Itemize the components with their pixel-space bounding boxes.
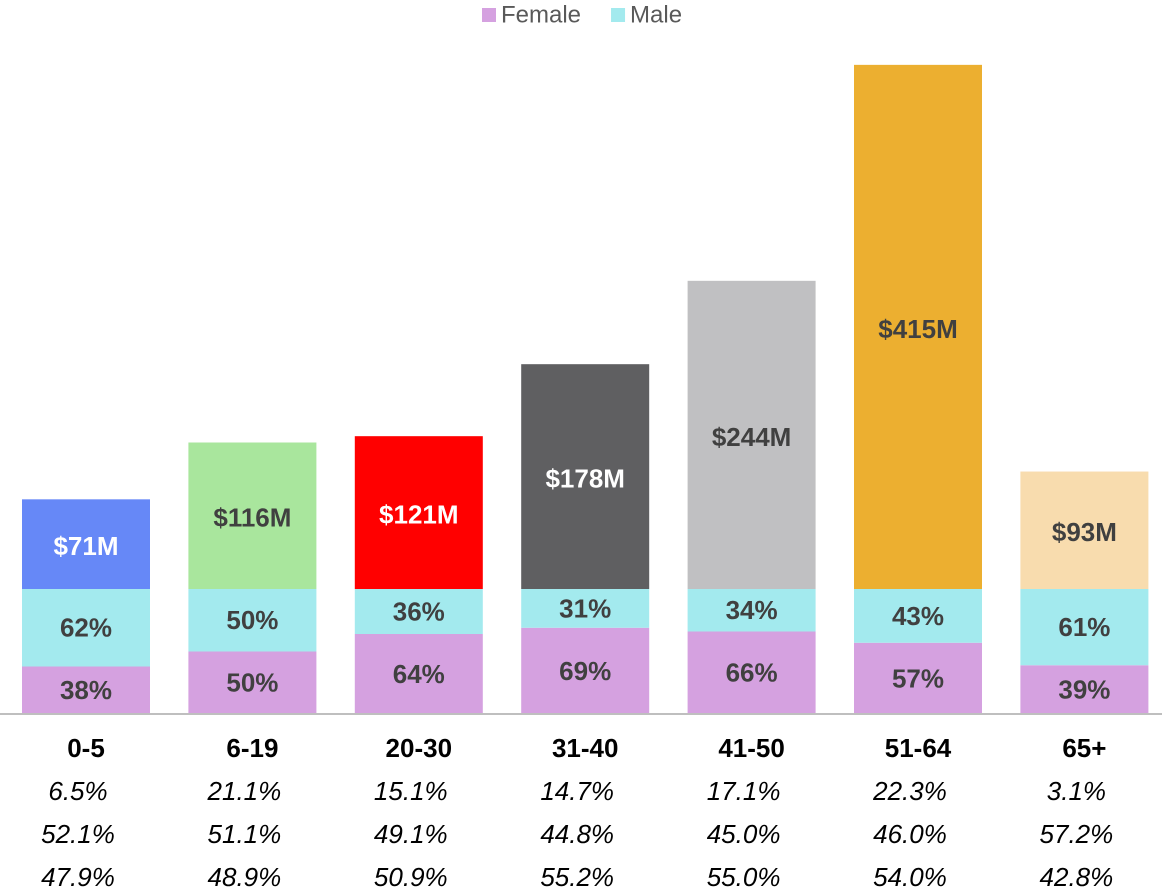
footer-value: 22.3%	[872, 776, 947, 806]
segment-label: 39%	[1058, 675, 1110, 705]
segment-label: 50%	[226, 668, 278, 698]
footer-value: 55.0%	[707, 862, 781, 892]
footer-value: 48.9%	[208, 862, 282, 892]
total-bar	[521, 364, 650, 589]
footer-value: 15.1%	[374, 776, 448, 806]
footer-value: 21.1%	[207, 776, 282, 806]
total-bar	[22, 499, 150, 589]
gender-segment	[854, 642, 982, 714]
segment-label: 69%	[559, 656, 611, 686]
footer-value: 44.8%	[540, 819, 614, 849]
footer-value: 55.2%	[540, 862, 614, 892]
category-label: 65+	[1062, 733, 1106, 763]
total-label: $93M	[1052, 517, 1117, 547]
segment-label: 38%	[60, 675, 112, 705]
gender-segment	[1020, 589, 1149, 666]
segment-label: 64%	[393, 659, 445, 689]
footer-value: 47.9%	[41, 862, 115, 892]
category-label: 31-40	[552, 733, 619, 763]
segment-label: 43%	[892, 601, 944, 631]
total-bar	[687, 280, 816, 589]
total-bar	[1020, 471, 1149, 589]
gender-segment	[521, 589, 650, 628]
gender-segment	[188, 651, 317, 714]
total-label: $178M	[545, 463, 625, 493]
total-label: $244M	[712, 422, 792, 452]
gender-segment	[22, 589, 150, 667]
total-label: $71M	[53, 531, 118, 561]
gender-segment	[687, 589, 816, 632]
segment-label: 57%	[892, 663, 944, 693]
footer-value: 45.0%	[707, 819, 781, 849]
total-bar	[854, 64, 982, 590]
total-label: $116M	[213, 503, 291, 533]
segment-label: 34%	[726, 595, 778, 625]
segment-label: 36%	[393, 596, 445, 626]
footer-value: 52.1%	[41, 819, 115, 849]
gender-segment	[354, 589, 483, 634]
segment-label: 62%	[60, 613, 112, 643]
category-label: 20-30	[386, 733, 453, 763]
category-label: 51-64	[885, 733, 952, 763]
category-label: 0-5	[67, 733, 105, 763]
footer-value: 3.1%	[1047, 776, 1106, 806]
gender-segment	[687, 631, 816, 714]
legend-label: Female	[501, 1, 581, 28]
gender-segment	[22, 666, 150, 714]
total-bar	[354, 436, 483, 589]
segment-label: 61%	[1058, 612, 1110, 642]
footer-value: 6.5%	[48, 776, 107, 806]
gender-segment	[521, 627, 650, 714]
footer-value: 51.1%	[208, 819, 282, 849]
footer-value: 14.7%	[540, 776, 614, 806]
category-label: 6-19	[226, 733, 278, 763]
footer-value: 49.1%	[374, 819, 448, 849]
gender-segment	[854, 589, 982, 643]
segment-label: 50%	[226, 605, 278, 635]
total-label: $121M	[379, 499, 459, 529]
segment-label: 66%	[726, 658, 778, 688]
legend-swatch	[482, 8, 496, 22]
footer-value: 42.8%	[1040, 862, 1114, 892]
gender-segment	[1020, 665, 1149, 714]
footer-value: 17.1%	[707, 776, 781, 806]
category-label: 41-50	[718, 733, 785, 763]
legend-swatch	[611, 8, 626, 22]
footer-value: 57.2%	[1040, 819, 1114, 849]
legend-label: Male	[630, 1, 682, 28]
footer-value: 46.0%	[873, 819, 947, 849]
total-bar	[188, 442, 317, 589]
segment-label: 31%	[559, 593, 611, 623]
gender-segment	[188, 589, 317, 652]
total-label: $415M	[878, 314, 958, 344]
gender-segment	[354, 634, 483, 714]
footer-value: 50.9%	[374, 862, 448, 892]
footer-value: 54.0%	[873, 862, 947, 892]
